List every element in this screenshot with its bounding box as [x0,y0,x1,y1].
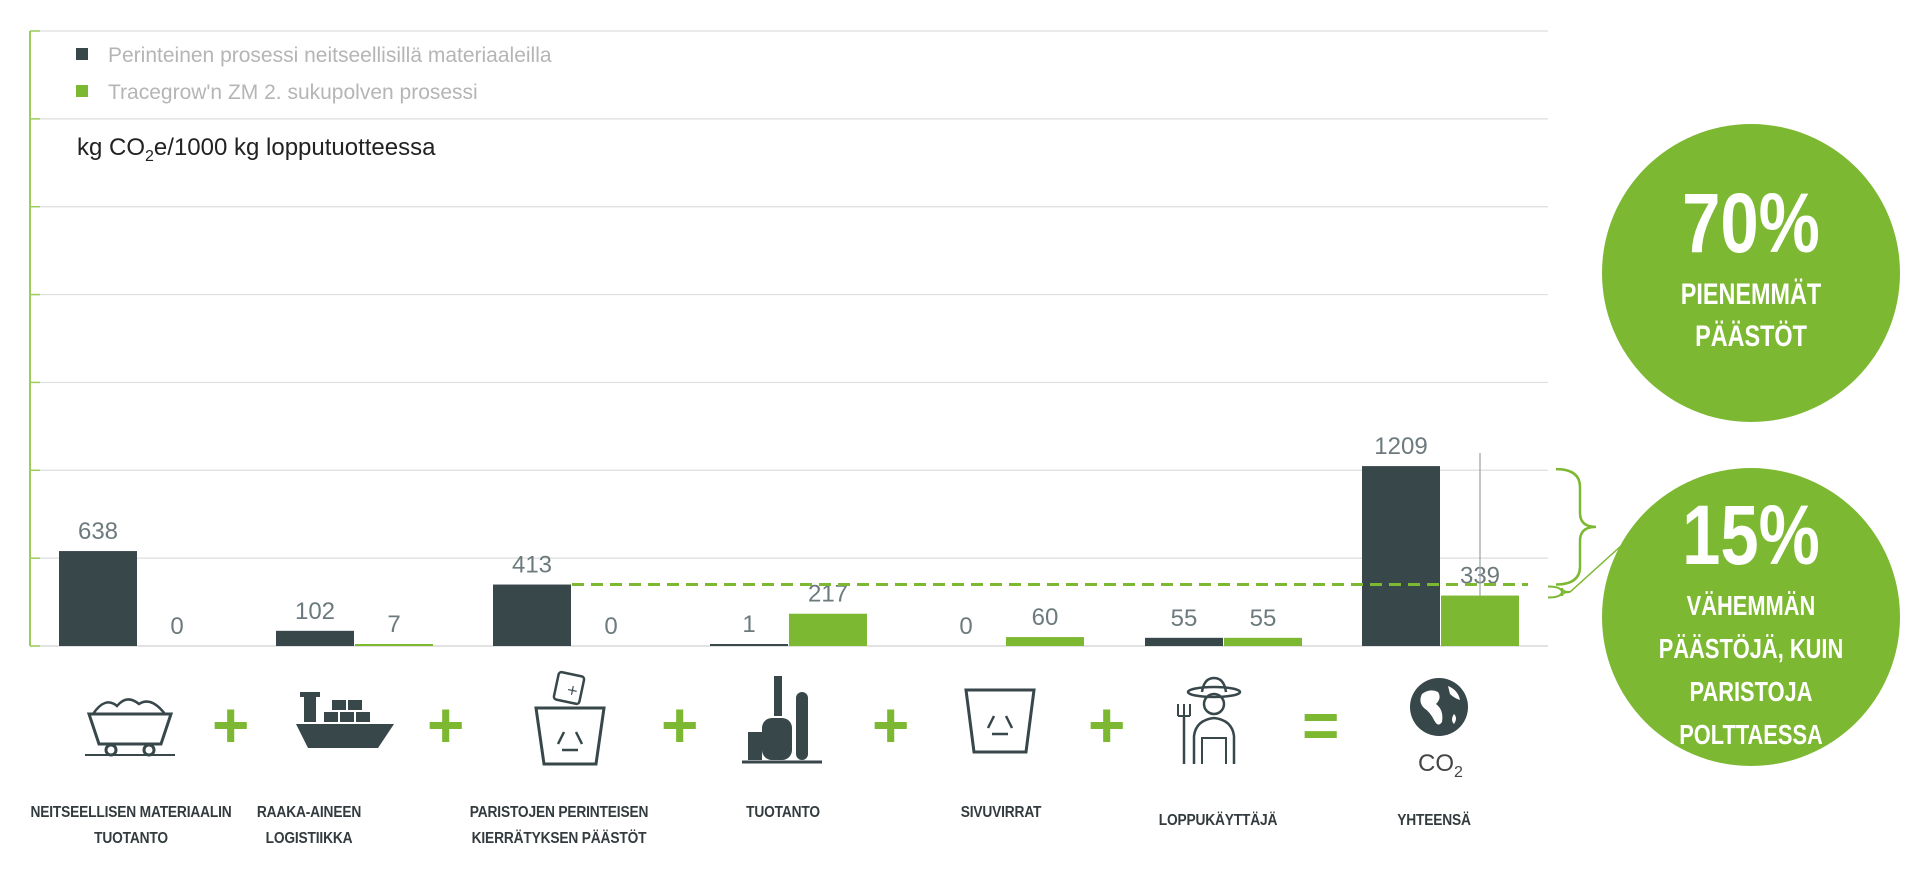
value-label-traditional-3: 413 [512,552,552,579]
bar-tracegrow-6 [1224,637,1302,646]
value-label-tracegrow-1: 0 [170,613,183,640]
mine-cart-icon [85,698,175,757]
farmer-icon [1177,676,1242,764]
legend-swatch-dark [76,48,88,60]
y-axis-unit-label: kg CO2e/1000 kg lopputuotteessa [77,134,435,166]
reduction-15-line2: PÄÄSTÖJÄ, KUIN [1658,633,1844,664]
operator-plus-5: + [1088,689,1126,761]
battery-recycling-bin-icon: + [534,670,606,766]
bar-traditional-2 [276,630,354,646]
unit-sub: 2 [145,147,154,165]
reduction-15-line4: POLTTAESSA [1679,719,1823,750]
unit-suffix: e/1000 kg lopputuotteessa [153,134,436,161]
value-label-traditional-7: 1209 [1374,433,1427,460]
value-label-tracegrow-2: 7 [387,611,400,638]
connector-line-15 [1569,544,1623,593]
legend-label-tracegrow: Tracegrow'n ZM 2. sukupolven prosessi [108,81,478,104]
globe-icon [1410,678,1468,736]
operator-plus-2: + [427,689,465,761]
category-label-3: PARISTOJEN PERINTEISEN KIERRÄTYKSEN PÄÄS… [469,804,649,847]
legend-item-tracegrow: Tracegrow'n ZM 2. sukupolven prosessi [76,81,478,105]
value-label-traditional-1: 638 [78,518,118,545]
cargo-ship-icon [296,692,394,748]
unit-prefix: kg CO [77,134,146,161]
co2-label: CO2 [1418,750,1463,782]
bar-traditional-3 [493,584,571,646]
category-label-5: SIVUVIRRAT [960,804,1042,821]
value-label-traditional-2: 102 [295,598,335,625]
bar-tracegrow-7 [1441,595,1519,646]
operator-plus-3: + [661,689,699,761]
operator-equals: = [1302,689,1340,761]
svg-text:+: + [565,682,580,700]
bar-traditional-6 [1145,637,1223,646]
bar-tracegrow-2 [355,644,433,646]
co2-base: CO [1418,750,1454,777]
reduction-70-circle: 70% PIENEMMÄT PÄÄSTÖT [1602,124,1900,422]
bar-tracegrow-4 [789,613,867,646]
reduction-15-line3: PARISTOJA [1689,676,1813,707]
operator-plus-1: + [212,689,250,761]
annotations [572,453,1623,599]
reduction-70-line2: PÄÄSTÖT [1695,320,1807,353]
legend-item-traditional: Perinteinen prosessi neitseellisillä mat… [76,44,552,68]
reduction-15-line1: VÄHEMMÄN [1686,590,1816,621]
bar-traditional-4 [710,644,788,646]
category-label-7: YHTEENSÄ [1397,812,1471,829]
legend-swatch-green [76,85,88,97]
bar-traditional-7 [1362,466,1440,646]
reduction-15-percent: 15% [1682,488,1820,582]
category-label-1: NEITSEELLISEN MATERIAALIN TUOTANTO [30,804,232,847]
bar-traditional-1 [59,551,137,646]
category-label-2: RAAKA-AINEEN LOGISTIIKKA [256,804,362,847]
y-axis-line [29,30,40,647]
bracket-70 [1555,467,1597,586]
value-label-traditional-6: 55 [1171,605,1198,632]
category-label-6: LOPPUKÄYTTÄJÄ [1158,812,1278,829]
reduction-70-percent: 70% [1682,176,1820,270]
bar-tracegrow-5 [1006,637,1084,646]
legend-label-traditional: Perinteinen prosessi neitseellisillä mat… [108,44,552,67]
operator-plus-4: + [872,689,910,761]
value-label-traditional-4: 1 [742,611,755,638]
reduction-15-circle: 15% VÄHEMMÄN PÄÄSTÖJÄ, KUIN PARISTOJA PO… [1602,468,1900,766]
value-label-tracegrow-6: 55 [1250,605,1277,632]
value-label-tracegrow-3: 0 [604,613,617,640]
gridlines [30,30,1548,647]
bars [59,466,1519,646]
reduction-70-line1: PIENEMMÄT [1680,278,1822,311]
recycling-bin-icon [964,688,1036,754]
value-label-traditional-5: 0 [959,613,972,640]
co2-sub: 2 [1454,763,1463,781]
bracket-15 [1547,585,1571,599]
value-label-tracegrow-5: 60 [1032,604,1059,631]
category-label-4: TUOTANTO [746,804,820,821]
factory-icon [742,676,822,764]
